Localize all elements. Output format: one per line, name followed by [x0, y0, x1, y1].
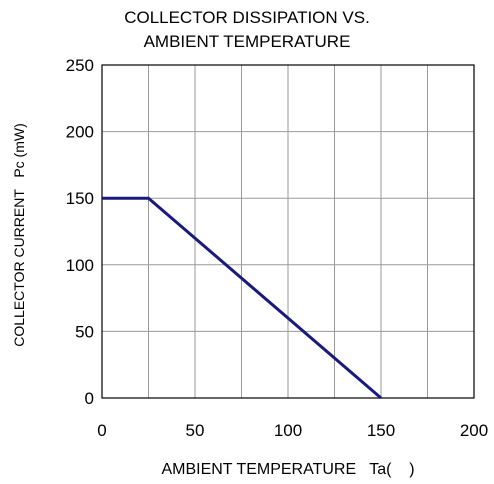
- x-axis-label: AMBIENT TEMPERATURE Ta( ): [161, 461, 414, 478]
- grid: [101, 64, 475, 399]
- x-tick-label: 150: [367, 421, 395, 440]
- y-tick-label: 0: [85, 389, 94, 408]
- x-tick-label: 0: [97, 421, 106, 440]
- x-tick-labels: 0 50 100 150 200: [97, 421, 488, 440]
- y-tick-label: 100: [66, 256, 94, 275]
- x-tick-label: 50: [186, 421, 205, 440]
- y-tick-labels: 0 50 100 150 200 250: [66, 56, 94, 408]
- x-tick-label: 200: [460, 421, 488, 440]
- y-tick-label: 250: [66, 56, 94, 75]
- x-tick-label: 100: [274, 421, 302, 440]
- chart-title-line-2: AMBIENT TEMPERATURE: [143, 32, 351, 51]
- series-line: [102, 196, 382, 400]
- y-tick-label: 50: [75, 322, 94, 341]
- series-group: [102, 196, 382, 400]
- plot-frame: [101, 64, 475, 399]
- y-tick-label: 150: [66, 189, 94, 208]
- chart-title-line-1: COLLECTOR DISSIPATION VS.: [124, 8, 370, 27]
- y-axis-label: COLLECTOR CURRENT Pc (mW): [11, 123, 27, 347]
- y-tick-label: 200: [66, 123, 94, 142]
